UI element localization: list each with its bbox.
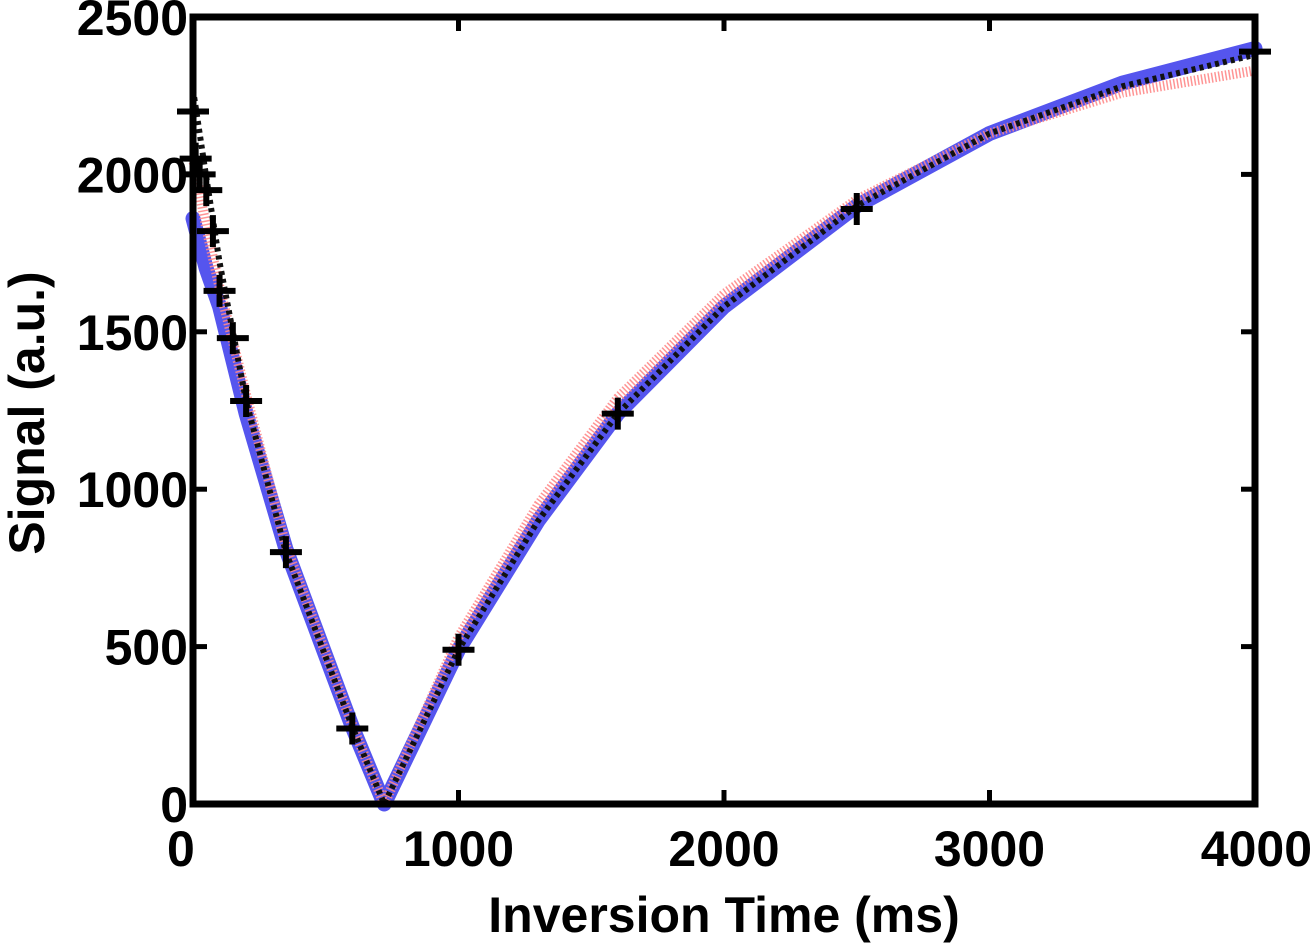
tick-labels: 0 1000 2000 3000 4000 0 500 1000 1500 2000 2500	[77, 0, 1312, 877]
plot-frame	[189, 13, 1259, 808]
data-point-marker	[442, 633, 475, 666]
x-tick-label: 3000	[934, 821, 1045, 877]
data-point-marker	[203, 274, 236, 307]
series-line-1	[185, 41, 1263, 812]
data-point-marker	[196, 215, 229, 248]
series-line-2	[188, 65, 1256, 809]
axis-ticks	[190, 14, 1258, 807]
x-tick-label: 4000	[1201, 821, 1312, 877]
y-tick-label: 1500	[77, 305, 188, 361]
y-tick-label: 500	[105, 620, 188, 676]
series-layer	[177, 35, 1271, 812]
data-point-marker	[230, 385, 263, 418]
data-point-marker	[216, 322, 249, 355]
x-tick-label: 0	[167, 821, 195, 877]
y-axis-title: Signal (a.u.)	[0, 271, 55, 554]
series-line-3	[190, 51, 1256, 807]
x-tick-label: 1000	[403, 821, 514, 877]
y-tick-label: 0	[160, 777, 188, 833]
data-point-marker	[840, 193, 873, 226]
x-axis-title: Inversion Time (ms)	[488, 887, 959, 943]
y-tick-label: 2500	[77, 0, 188, 46]
y-tick-label: 1000	[77, 462, 188, 518]
x-tick-label: 2000	[668, 821, 779, 877]
data-point-marker	[601, 397, 634, 430]
data-point-marker	[269, 536, 302, 569]
data-point-marker	[336, 712, 369, 745]
plot-border	[189, 13, 1259, 808]
y-tick-label: 2000	[77, 147, 188, 203]
